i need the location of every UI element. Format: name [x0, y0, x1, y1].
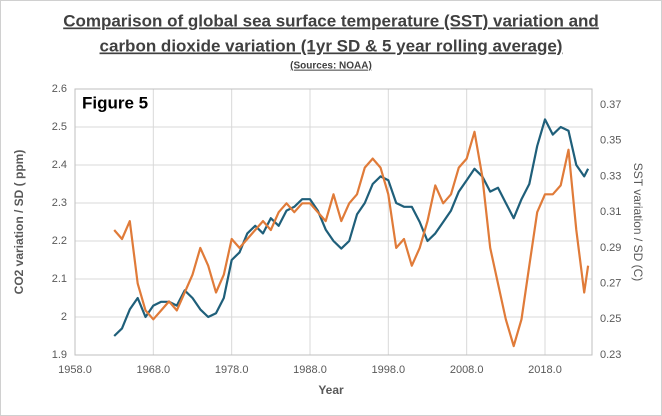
x-tick-label: 2008.0	[450, 364, 484, 376]
series-line	[113, 118, 590, 337]
plot-border	[74, 88, 593, 356]
x-tick-label: 1998.0	[372, 364, 406, 376]
y-axis-label: CO2 variation / SD ( ppm)	[12, 150, 26, 295]
y-tick-label: 2.3	[52, 197, 67, 209]
y-tick-label: 2.2	[52, 235, 67, 247]
y-tick-label: 1.9	[52, 349, 67, 361]
y2-tick-label: 0.29	[600, 242, 621, 254]
annotation: Figure 5	[82, 93, 148, 112]
y2-tick-label: 0.35	[600, 135, 621, 147]
y-tick-label: 2.6	[52, 83, 67, 95]
series-line	[113, 130, 590, 348]
y2-tick-label: 0.27	[600, 277, 621, 289]
y-tick-label: 2.5	[52, 121, 67, 133]
y-tick-label: 2.1	[52, 273, 67, 285]
y2-tick-label: 0.25	[600, 313, 621, 325]
y-tick-label: 2	[61, 311, 67, 323]
y2-tick-label: 0.37	[600, 99, 621, 111]
chart-subtitle: (Sources: NOAA)	[290, 61, 372, 72]
y2-tick-label: 0.23	[600, 349, 621, 361]
y2-tick-label: 0.31	[600, 206, 621, 218]
x-axis-label: Year	[318, 383, 344, 397]
x-tick-label: 1988.0	[293, 364, 327, 376]
x-tick-label: 1978.0	[215, 364, 249, 376]
chart-title: carbon dioxide variation (1yr SD & 5 yea…	[100, 36, 563, 55]
x-tick-label: 1968.0	[137, 364, 171, 376]
x-tick-label: 2018.0	[528, 364, 562, 376]
x-tick-label: 1958.0	[58, 364, 92, 376]
chart-title: Comparison of global sea surface tempera…	[63, 11, 599, 30]
y-tick-label: 2.4	[52, 159, 67, 171]
y2-axis-label: SST variation / SD (C)	[631, 163, 645, 281]
y2-tick-label: 0.33	[600, 170, 621, 182]
